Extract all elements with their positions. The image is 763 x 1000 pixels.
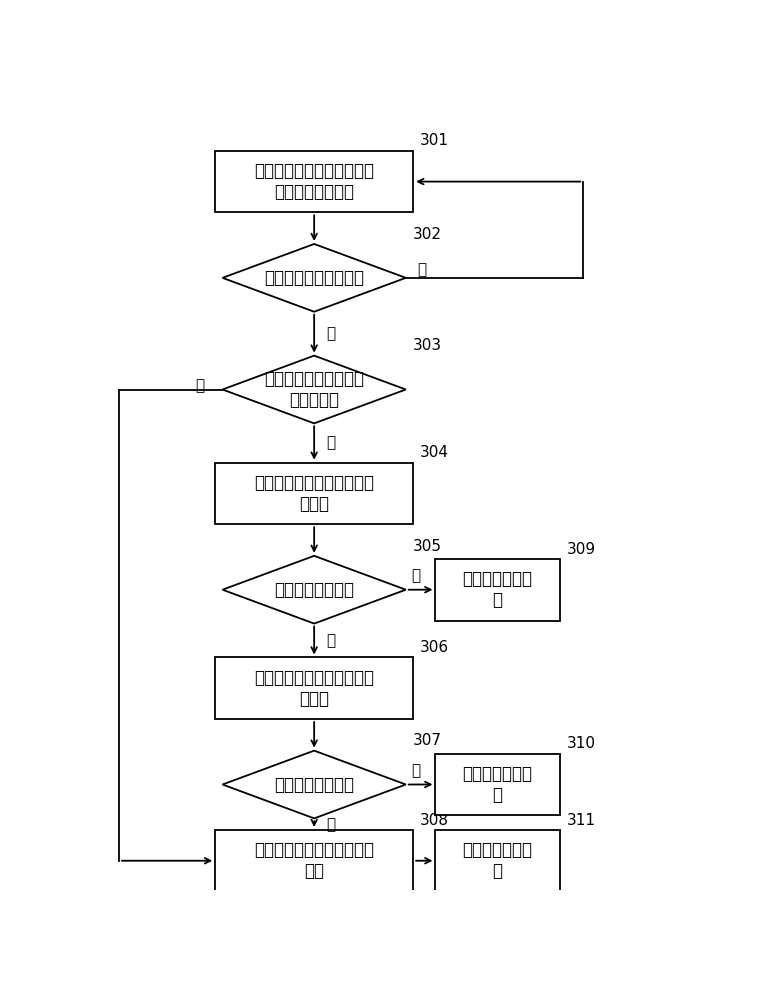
- Text: 是: 是: [412, 568, 421, 583]
- Text: 301: 301: [420, 133, 449, 148]
- Polygon shape: [223, 751, 406, 818]
- Bar: [215, 657, 414, 719]
- Text: 是: 是: [326, 326, 335, 341]
- Text: 308: 308: [420, 813, 449, 828]
- Bar: [215, 151, 414, 212]
- Text: 否: 否: [326, 633, 335, 648]
- Bar: [436, 754, 559, 815]
- Text: 305: 305: [413, 539, 442, 554]
- Text: 终端设备故障处
理: 终端设备故障处 理: [462, 841, 533, 880]
- Bar: [436, 559, 559, 620]
- Text: 302: 302: [413, 227, 442, 242]
- Text: 是: 是: [195, 378, 204, 393]
- Polygon shape: [223, 244, 406, 312]
- Bar: [215, 830, 414, 892]
- Text: 否: 否: [326, 436, 335, 451]
- Text: 否: 否: [417, 263, 427, 278]
- Text: 303: 303: [413, 338, 442, 353]
- Text: 运维服务器获取终端设备上
传数据的时间间隔: 运维服务器获取终端设备上 传数据的时间间隔: [254, 162, 374, 201]
- Text: 运维服务器启动网络设备诊
断线程: 运维服务器启动网络设备诊 断线程: [254, 474, 374, 513]
- Text: 终端设备是否已主动上
报故障代码: 终端设备是否已主动上 报故障代码: [264, 370, 364, 409]
- Text: 311: 311: [567, 813, 596, 828]
- Text: 网络设备故障处
理: 网络设备故障处 理: [462, 570, 533, 609]
- Text: 307: 307: [413, 733, 442, 748]
- Text: 否: 否: [326, 817, 335, 832]
- Polygon shape: [223, 356, 406, 423]
- Text: 是: 是: [412, 763, 421, 778]
- Text: 运维服务器确定该终端设备
故障: 运维服务器确定该终端设备 故障: [254, 841, 374, 880]
- Text: 网络设备是否故障: 网络设备是否故障: [274, 581, 354, 599]
- Text: 310: 310: [567, 736, 596, 751]
- Text: 306: 306: [420, 640, 449, 655]
- Text: 304: 304: [420, 445, 449, 460]
- Text: 309: 309: [567, 542, 596, 557]
- Text: 是否超过时间间隔阈值: 是否超过时间间隔阈值: [264, 269, 364, 287]
- Text: 数据链路故障处
理: 数据链路故障处 理: [462, 765, 533, 804]
- Bar: [436, 830, 559, 892]
- Text: 数据链路是否故障: 数据链路是否故障: [274, 776, 354, 794]
- Bar: [215, 463, 414, 524]
- Text: 运维服务器启动数据链路诊
断线程: 运维服务器启动数据链路诊 断线程: [254, 669, 374, 708]
- Polygon shape: [223, 556, 406, 624]
